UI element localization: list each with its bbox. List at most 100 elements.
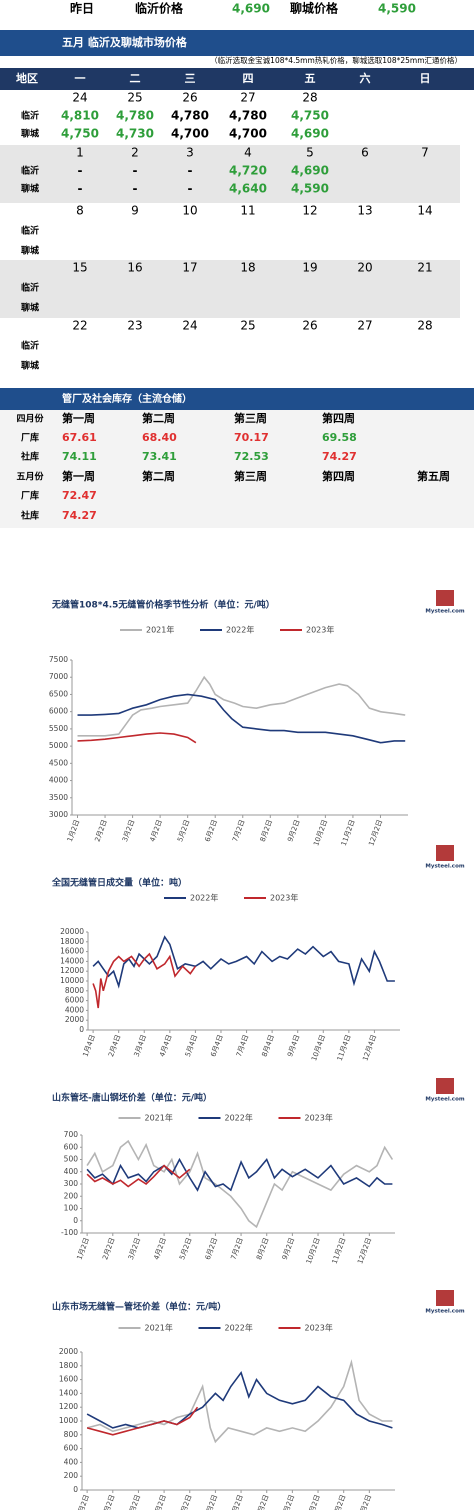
- inventory-cell: 第五周: [417, 469, 450, 483]
- date: 26: [302, 319, 317, 333]
- date: 5: [306, 146, 314, 160]
- x-tick-label: 1月2日: [76, 1237, 91, 1261]
- price: 4,700: [229, 127, 267, 141]
- y-tick-label: 1600: [59, 1375, 78, 1384]
- y-tick-label: 200: [64, 1191, 79, 1200]
- week-shade: [0, 260, 460, 318]
- legend-label: 2023年: [305, 1323, 333, 1333]
- x-tick-label: 12月2日: [356, 1237, 373, 1265]
- price: -: [133, 164, 138, 178]
- legend-label: 2022年: [225, 1323, 253, 1333]
- inventory-cell: 第四周: [322, 469, 355, 483]
- inventory-cell: 69.58: [322, 431, 357, 444]
- legend-label: 2021年: [145, 1323, 173, 1333]
- price-note: （临沂选取金宝诚108*4.5mm热轧价格，聊城选取108*25mm汇通价格）: [210, 55, 462, 65]
- x-tick-label: 6月2日: [204, 1237, 219, 1261]
- date: 13: [357, 204, 372, 218]
- date: 28: [417, 319, 432, 333]
- date: 25: [240, 319, 255, 333]
- y-tick-label: 18000: [60, 937, 84, 946]
- y-tick-label: 700: [64, 1130, 79, 1139]
- series-line: [86, 1157, 393, 1192]
- region-label: 临沂: [21, 225, 39, 237]
- date: 20: [357, 261, 372, 275]
- inventory-cell: 72.47: [62, 489, 97, 502]
- linyi-label: 临沂价格: [135, 1, 184, 16]
- inventory-title-bar: [0, 388, 474, 410]
- price: 4,690: [291, 127, 329, 141]
- region-label: 聊城: [21, 245, 39, 257]
- inventory-cell: 社库: [20, 510, 39, 522]
- x-tick-label: 4月4日: [158, 1034, 173, 1058]
- date: 4: [244, 146, 252, 160]
- date: 3: [186, 146, 194, 160]
- table-edge: [460, 90, 474, 376]
- y-tick-label: 600: [64, 1142, 79, 1151]
- price: 4,690: [291, 164, 329, 178]
- date: 27: [357, 319, 372, 333]
- inventory-cell: 70.17: [234, 431, 269, 444]
- y-tick-label: 400: [64, 1457, 79, 1466]
- date: 27: [240, 91, 255, 105]
- inventory-cell: 社库: [20, 451, 39, 463]
- y-tick-label: 6500: [49, 689, 68, 698]
- y-tick-label: 6000: [65, 996, 84, 1005]
- header-cell: 三: [185, 72, 196, 85]
- logo-mark: [436, 1290, 454, 1306]
- x-tick-label: 3月2日: [127, 1494, 142, 1510]
- x-tick-label: 7月2日: [229, 1494, 244, 1510]
- region-label: 临沂: [21, 282, 39, 294]
- header-cell: 六: [360, 71, 371, 85]
- series-line: [77, 675, 406, 737]
- date: 8: [76, 204, 84, 218]
- inventory-cell: 74.27: [62, 509, 97, 522]
- legend-label: 2023年: [306, 625, 334, 635]
- price: 4,780: [116, 109, 154, 123]
- inventory-bg: [0, 410, 474, 528]
- linyi-value: 4,690: [232, 2, 270, 16]
- y-tick-label: 100: [64, 1204, 79, 1213]
- x-tick-label: 9月2日: [281, 1494, 296, 1510]
- price: 4,730: [116, 127, 154, 141]
- series-line: [77, 693, 406, 744]
- yesterday: 昨日: [70, 1, 94, 16]
- inventory-cell: 74.11: [62, 450, 97, 463]
- x-tick-label: 11月2日: [331, 1494, 348, 1510]
- price-title-bar: [0, 30, 474, 56]
- header-cell: 二: [130, 72, 141, 85]
- y-tick-label: 5500: [49, 724, 68, 733]
- price: -: [78, 164, 83, 178]
- price: 4,750: [291, 109, 329, 123]
- region-label: 聊城: [21, 128, 39, 140]
- logo: Mysteel.com: [425, 609, 464, 615]
- logo: Mysteel.com: [425, 864, 464, 870]
- y-tick-label: 1800: [59, 1361, 78, 1370]
- y-tick-label: 200: [64, 1471, 79, 1480]
- date: 22: [72, 319, 87, 333]
- y-tick-label: 4500: [49, 758, 68, 767]
- liaocheng-label: 聊城价格: [290, 1, 339, 16]
- date: 23: [127, 319, 142, 333]
- inventory-cell: 73.41: [142, 450, 177, 463]
- date: 18: [240, 261, 255, 275]
- date: 1: [76, 146, 84, 160]
- y-tick-label: 400: [64, 1167, 79, 1176]
- price-header-bar: [0, 68, 474, 90]
- region-label: 临沂: [21, 165, 39, 177]
- x-tick-label: 8月2日: [255, 1237, 270, 1261]
- inventory-cell: 第三周: [234, 411, 267, 425]
- price: 4,720: [229, 164, 267, 178]
- y-tick-label: 4000: [49, 776, 68, 785]
- chart-title: 全国无缝管日成交量（单位：吨）: [51, 877, 187, 889]
- inventory-cell: 第二周: [142, 469, 175, 483]
- liaocheng-value: 4,590: [378, 2, 416, 16]
- x-tick-label: 4月2日: [149, 819, 164, 843]
- x-tick-label: 9月4日: [286, 1034, 301, 1058]
- price-title: 五月 临沂及聊城市场价格: [62, 35, 188, 49]
- inventory-cell: 68.40: [142, 431, 177, 444]
- x-tick-label: 12月4日: [361, 1034, 378, 1062]
- x-tick-label: 11月2日: [340, 819, 357, 847]
- x-tick-label: 10月4日: [310, 1034, 327, 1062]
- y-tick-label: 2000: [59, 1347, 78, 1356]
